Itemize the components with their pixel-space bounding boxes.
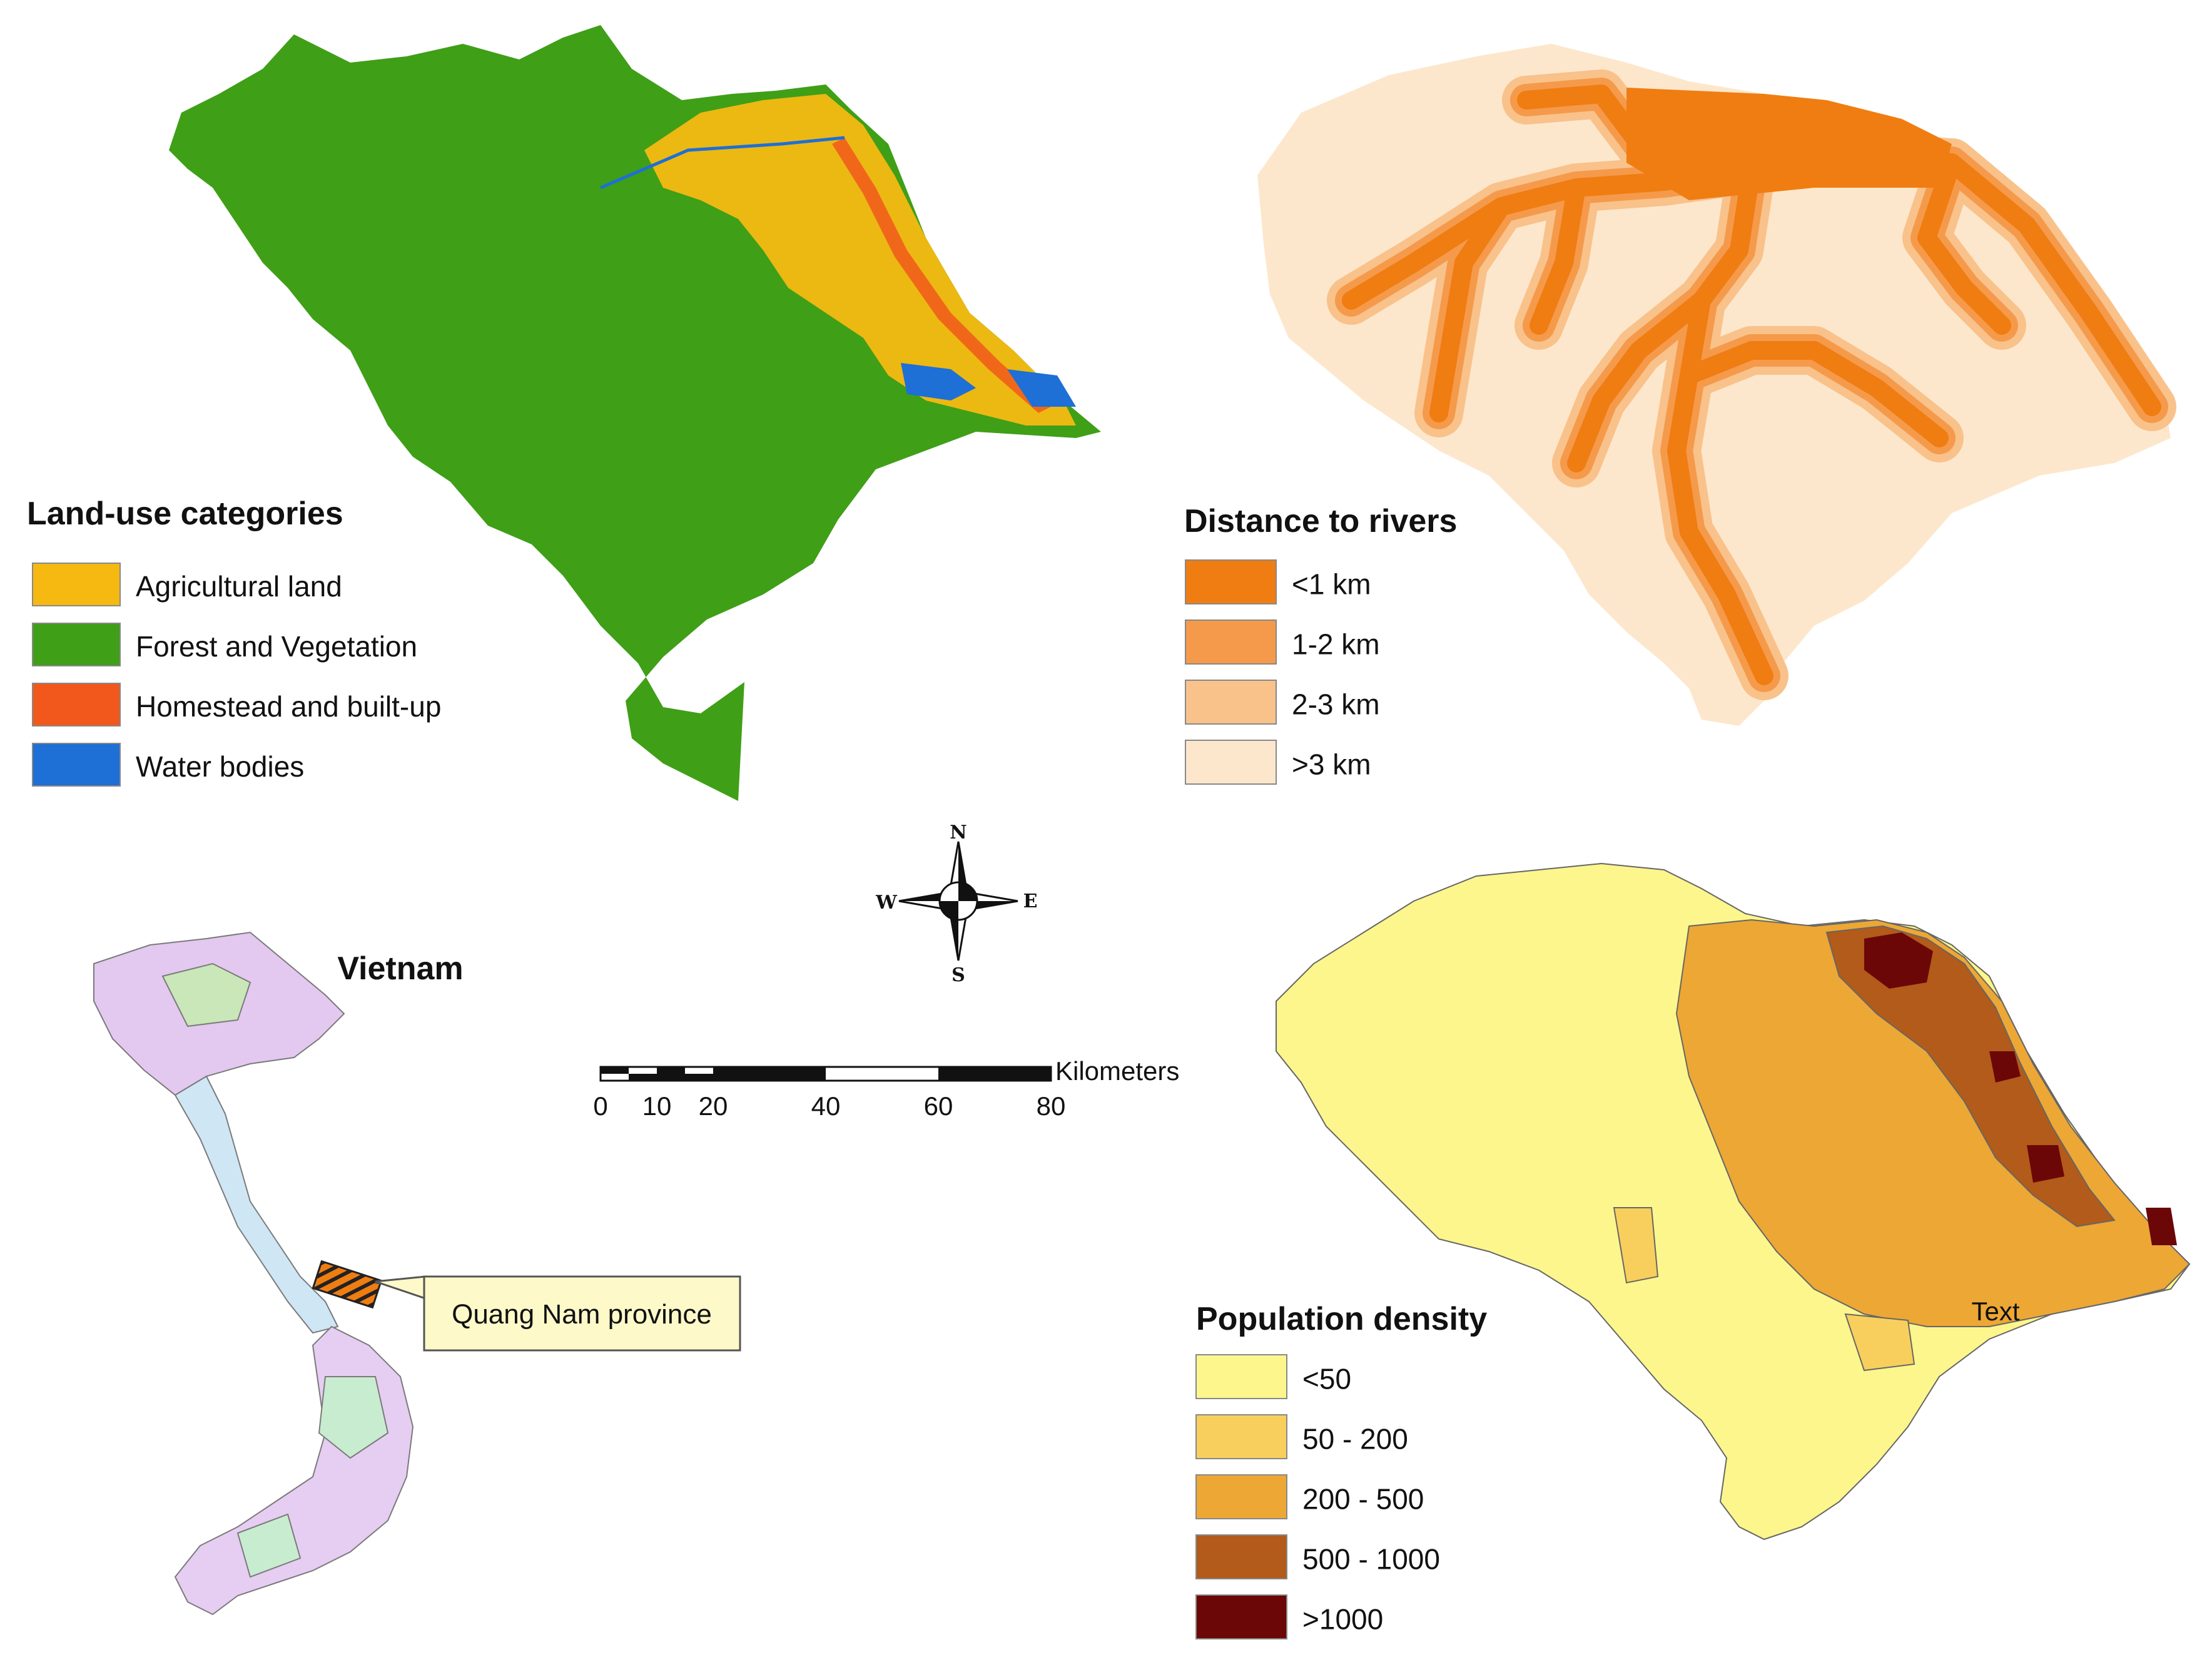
- rivers-legend-item-label: >3 km: [1292, 748, 1371, 781]
- quang-nam-highlight: [312, 1260, 383, 1309]
- landuse-legend-item-swatch: [32, 623, 121, 666]
- landuse-legend-item-label: Water bodies: [136, 750, 304, 783]
- landuse-legend: Land-use categories Agricultural land For…: [27, 496, 441, 787]
- compass-west: W: [875, 892, 898, 914]
- rivers-legend-item-swatch: [1185, 619, 1277, 665]
- rivers-legend-item-swatch: [1185, 740, 1277, 785]
- landuse-legend-title: Land-use categories: [27, 496, 343, 532]
- population-legend-item-label: 500 - 1000: [1302, 1543, 1440, 1576]
- rivers-legend-title: Distance to rivers: [1184, 503, 1457, 539]
- landuse-legend-item-label: Agricultural land: [136, 570, 342, 603]
- rivers-map: [1257, 44, 2176, 726]
- rivers-legend-item-label: <1 km: [1292, 568, 1371, 601]
- population-map: Text: [1276, 862, 2191, 1541]
- population-legend-item-label: <50: [1302, 1363, 1351, 1395]
- compass-north: N: [950, 822, 966, 844]
- population-legend-item-label: >1000: [1302, 1603, 1383, 1636]
- scale-tick-label: 20: [699, 1091, 728, 1121]
- population-legend-item-label: 200 - 500: [1302, 1483, 1424, 1516]
- scale-bar: Kilometers 0 10 20 40 60 80: [593, 1056, 1179, 1121]
- vietnam-title: Vietnam: [337, 951, 463, 987]
- rivers-legend-item-label: 2-3 km: [1292, 688, 1380, 721]
- scale-tick-label: 60: [924, 1091, 953, 1121]
- landuse-water-body: [901, 363, 1076, 407]
- scale-tick-label: 80: [1037, 1091, 1066, 1121]
- scale-ticks: 0 10 20 40 60 80: [593, 1091, 1065, 1121]
- rivers-legend-item-label: 1-2 km: [1292, 628, 1380, 661]
- population-legend-item-swatch: [1195, 1354, 1287, 1399]
- scale-tick-label: 10: [642, 1091, 672, 1121]
- scale-unit: Kilometers: [1055, 1056, 1179, 1086]
- vietnam-south-region: [174, 1325, 414, 1616]
- population-legend-item-swatch: [1195, 1474, 1287, 1519]
- landuse-legend-item-label: Forest and Vegetation: [136, 630, 417, 663]
- vietnam-south-patches: [236, 1376, 389, 1578]
- landuse-builtup-strip: [832, 138, 1051, 413]
- landuse-map: [169, 25, 1101, 801]
- landuse-forest-area: [169, 25, 1101, 801]
- callout-arrow: [375, 1275, 427, 1300]
- rivers-legend-item-swatch: [1185, 680, 1277, 725]
- landuse-legend-item-label: Homestead and built-up: [136, 690, 441, 723]
- population-region-mid: [1675, 919, 2191, 1327]
- population-annotation: Text: [1971, 1297, 2019, 1326]
- population-legend: Population density <50 50 - 200 200 - 500 5…: [1195, 1301, 1487, 1639]
- vietnam-north-patches: [161, 962, 251, 1027]
- scale-tick-label: 0: [593, 1091, 607, 1121]
- landuse-river-line: [600, 136, 845, 190]
- population-legend-item-swatch: [1195, 1414, 1287, 1459]
- callout-label: Quang Nam province: [452, 1299, 712, 1330]
- population-legend-item-swatch: [1195, 1594, 1287, 1639]
- vietnam-central-strip: [174, 1075, 339, 1334]
- compass-east: E: [1023, 890, 1038, 912]
- compass-rose: N S E W: [875, 822, 1037, 986]
- population-legend-item-label: 50 - 200: [1302, 1423, 1408, 1455]
- scale-tick-label: 40: [811, 1091, 841, 1121]
- rivers-coastal-band: [1626, 88, 1952, 200]
- callout-box: [423, 1275, 741, 1352]
- population-legend-title: Population density: [1196, 1301, 1487, 1337]
- landuse-legend-item-swatch: [32, 743, 121, 787]
- vietnam-map: Quang Nam province Vietnam: [93, 931, 741, 1616]
- compass-south: S: [951, 964, 965, 986]
- landuse-legend-item-swatch: [32, 563, 121, 606]
- population-region-lower-mid: [1613, 1207, 1915, 1372]
- rivers-legend-item-swatch: [1185, 559, 1277, 604]
- population-legend-item-swatch: [1195, 1534, 1287, 1579]
- rivers-legend: Distance to rivers <1 km 1-2 km 2-3 km >3 k…: [1184, 503, 1457, 785]
- population-region-veryhigh: [1864, 932, 2177, 1245]
- landuse-legend-item-swatch: [32, 683, 121, 726]
